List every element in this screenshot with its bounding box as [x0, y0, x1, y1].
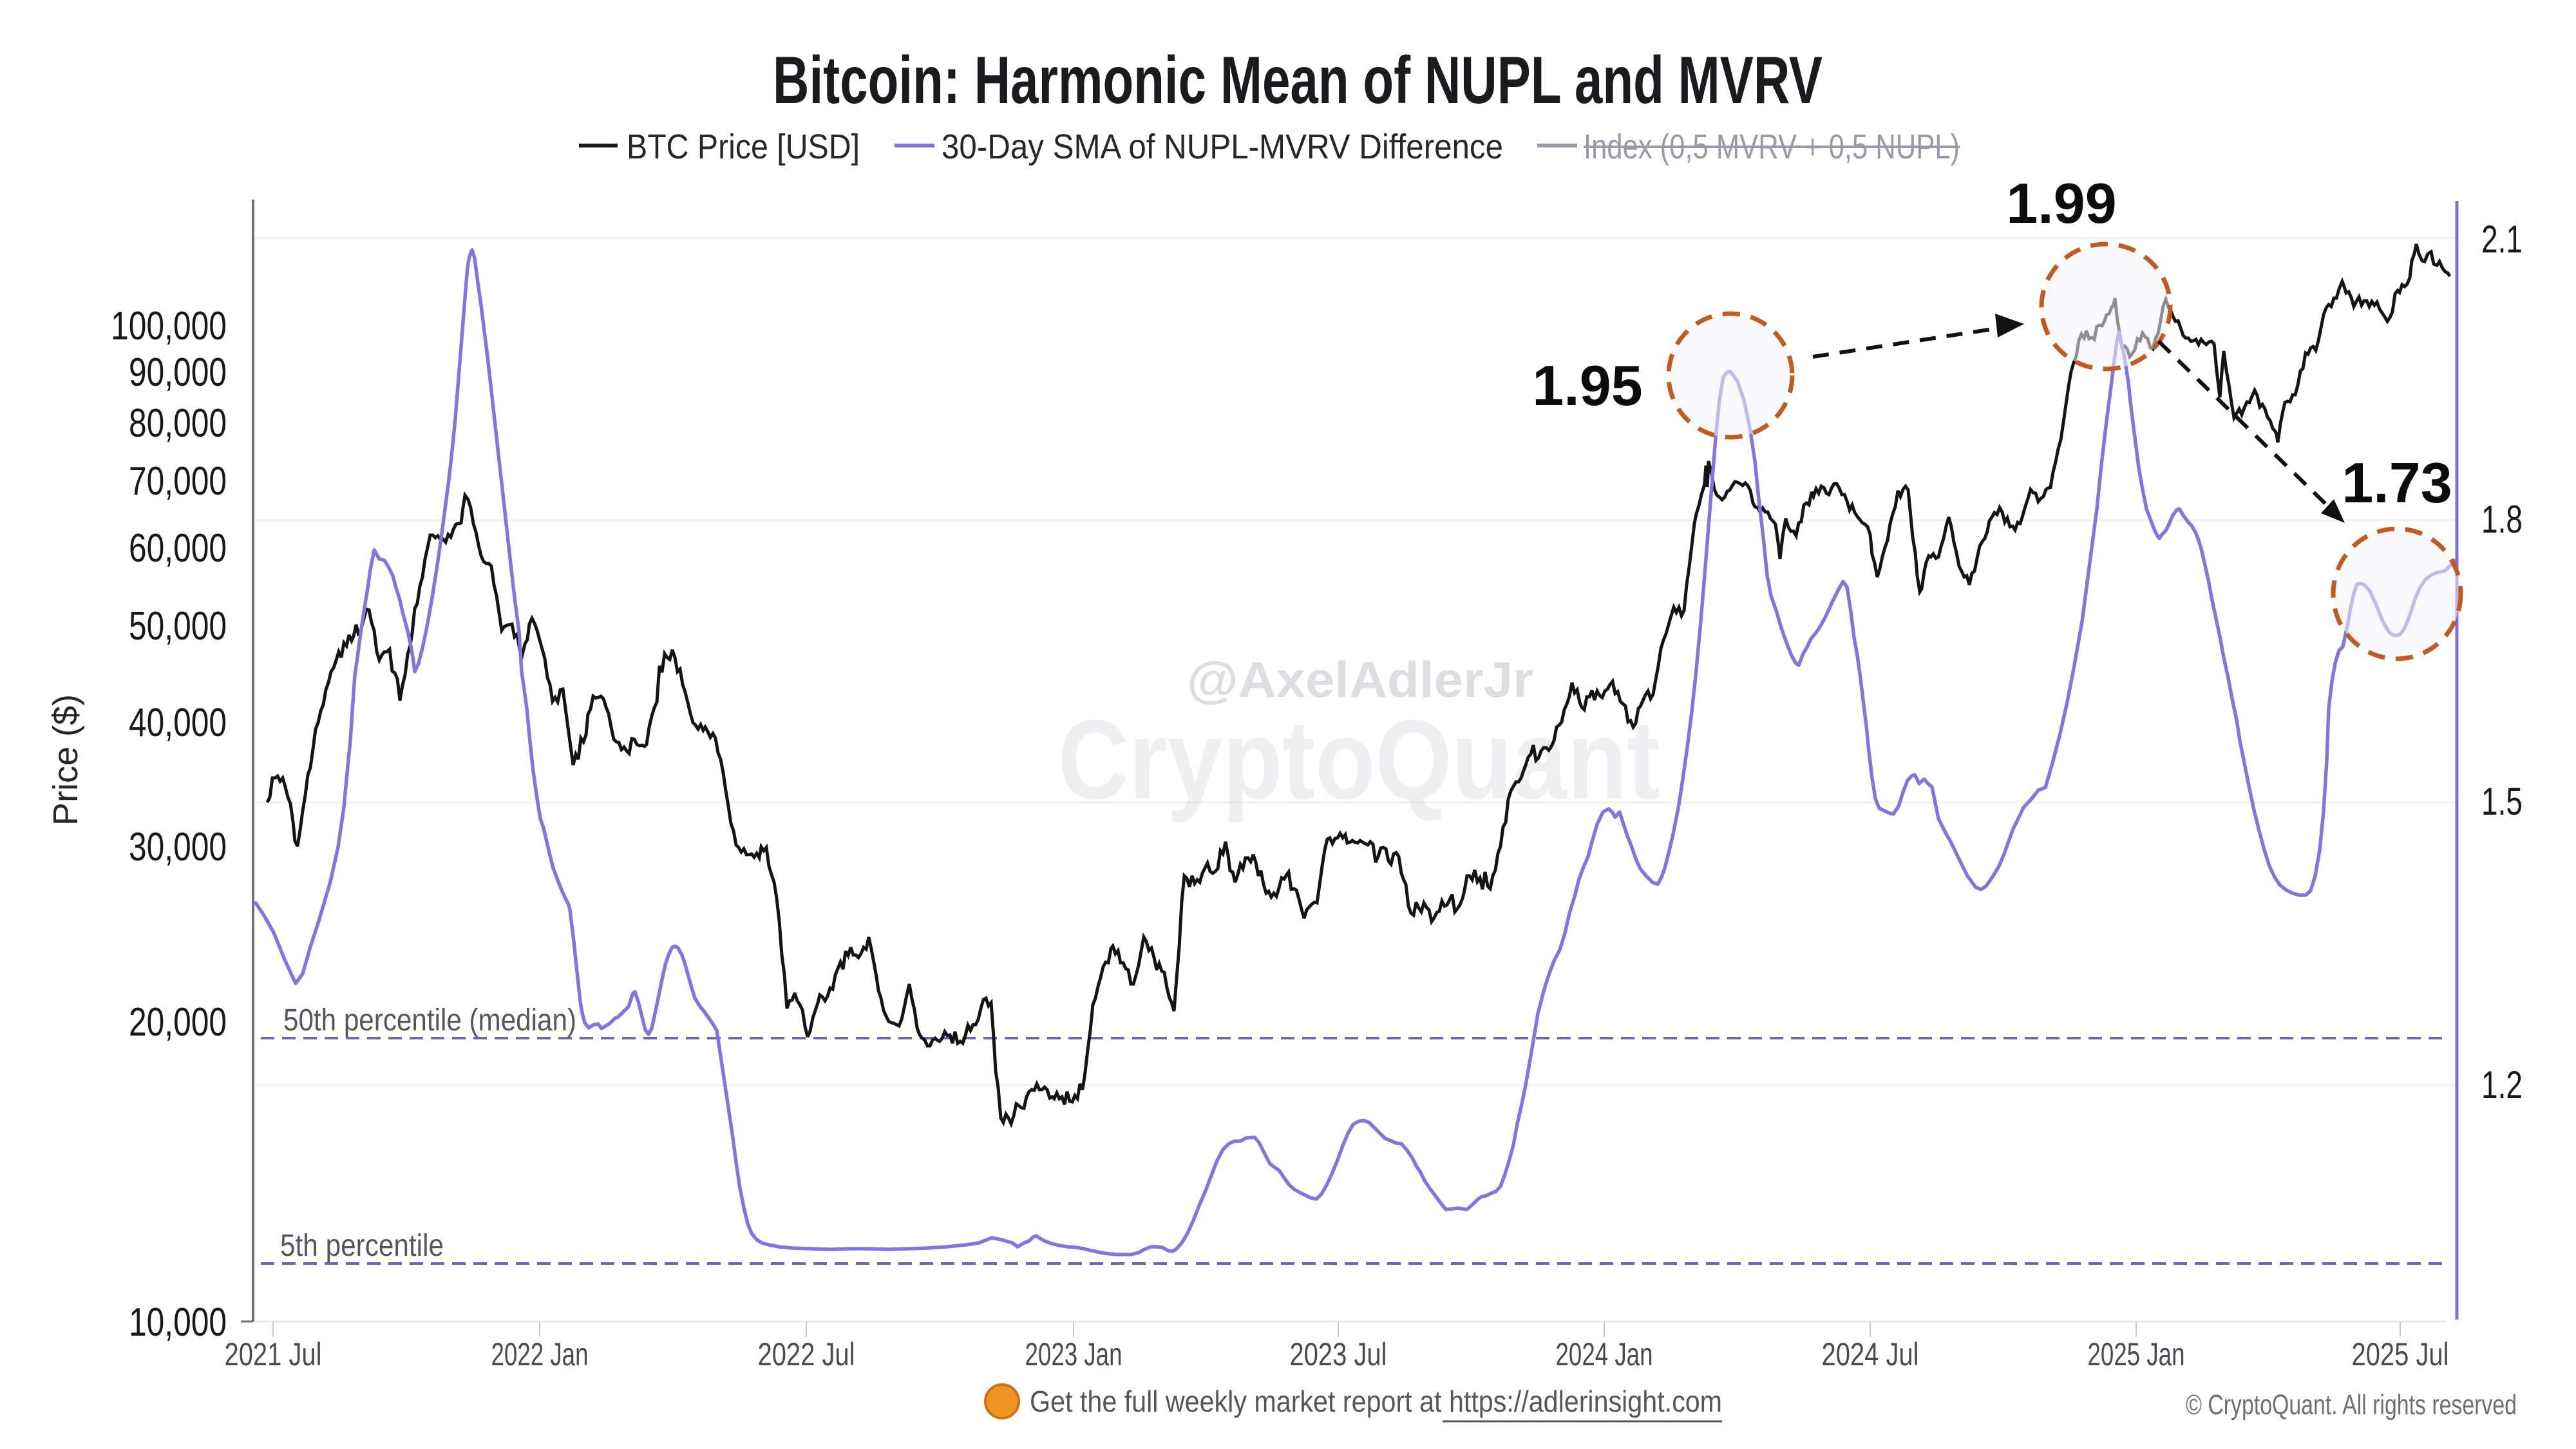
svg-text:80,000: 80,000: [129, 401, 227, 446]
svg-text:2022 Jul: 2022 Jul: [758, 1336, 855, 1372]
svg-text:50,000: 50,000: [129, 604, 227, 649]
svg-text:5th percentile: 5th percentile: [280, 1229, 444, 1263]
svg-text:2025 Jul: 2025 Jul: [2352, 1336, 2449, 1372]
svg-text:2022 Jan: 2022 Jan: [491, 1336, 589, 1372]
svg-text:Bitcoin: Harmonic Mean of NUPL: Bitcoin: Harmonic Mean of NUPL and MVRV: [773, 43, 1823, 118]
svg-text:90,000: 90,000: [129, 350, 227, 395]
svg-text:1.8: 1.8: [2481, 498, 2523, 541]
svg-text:30-Day SMA of NUPL-MVRV Differ: 30-Day SMA of NUPL-MVRV Difference: [942, 128, 1503, 166]
svg-text:2023 Jul: 2023 Jul: [1290, 1336, 1387, 1372]
svg-text:CryptoQuant: CryptoQuant: [1058, 697, 1660, 823]
svg-text:2023 Jan: 2023 Jan: [1025, 1336, 1122, 1372]
svg-text:Price ($): Price ($): [46, 694, 85, 826]
svg-text:1.5: 1.5: [2481, 780, 2523, 823]
svg-text:2.1: 2.1: [2481, 218, 2523, 261]
svg-text:1.99: 1.99: [2006, 171, 2116, 235]
svg-text:Get the full weekly market rep: Get the full weekly market report at htt…: [1030, 1385, 1722, 1418]
svg-text:2024 Jul: 2024 Jul: [1822, 1336, 1919, 1372]
svg-text:1.95: 1.95: [1532, 354, 1642, 417]
svg-text:20,000: 20,000: [129, 1000, 227, 1045]
svg-text:1.2: 1.2: [2481, 1063, 2523, 1106]
svg-text:30,000: 30,000: [129, 825, 227, 869]
svg-text:60,000: 60,000: [129, 526, 227, 571]
svg-text:2024 Jan: 2024 Jan: [1556, 1336, 1653, 1372]
svg-text:1.73: 1.73: [2342, 451, 2452, 515]
svg-text:50th percentile (median): 50th percentile (median): [283, 1003, 576, 1037]
svg-text:BTC Price [USD]: BTC Price [USD]: [627, 128, 860, 166]
svg-text:40,000: 40,000: [129, 701, 227, 745]
svg-text:2021 Jul: 2021 Jul: [225, 1336, 322, 1372]
svg-text:2025 Jan: 2025 Jan: [2088, 1336, 2185, 1372]
svg-text:100,000: 100,000: [111, 304, 227, 348]
svg-text:10,000: 10,000: [129, 1300, 227, 1345]
svg-text:@AxelAdlerJr: @AxelAdlerJr: [1187, 651, 1533, 708]
svg-text:70,000: 70,000: [129, 459, 227, 504]
svg-text:© CryptoQuant. All rights rese: © CryptoQuant. All rights reserved: [2186, 1389, 2517, 1421]
